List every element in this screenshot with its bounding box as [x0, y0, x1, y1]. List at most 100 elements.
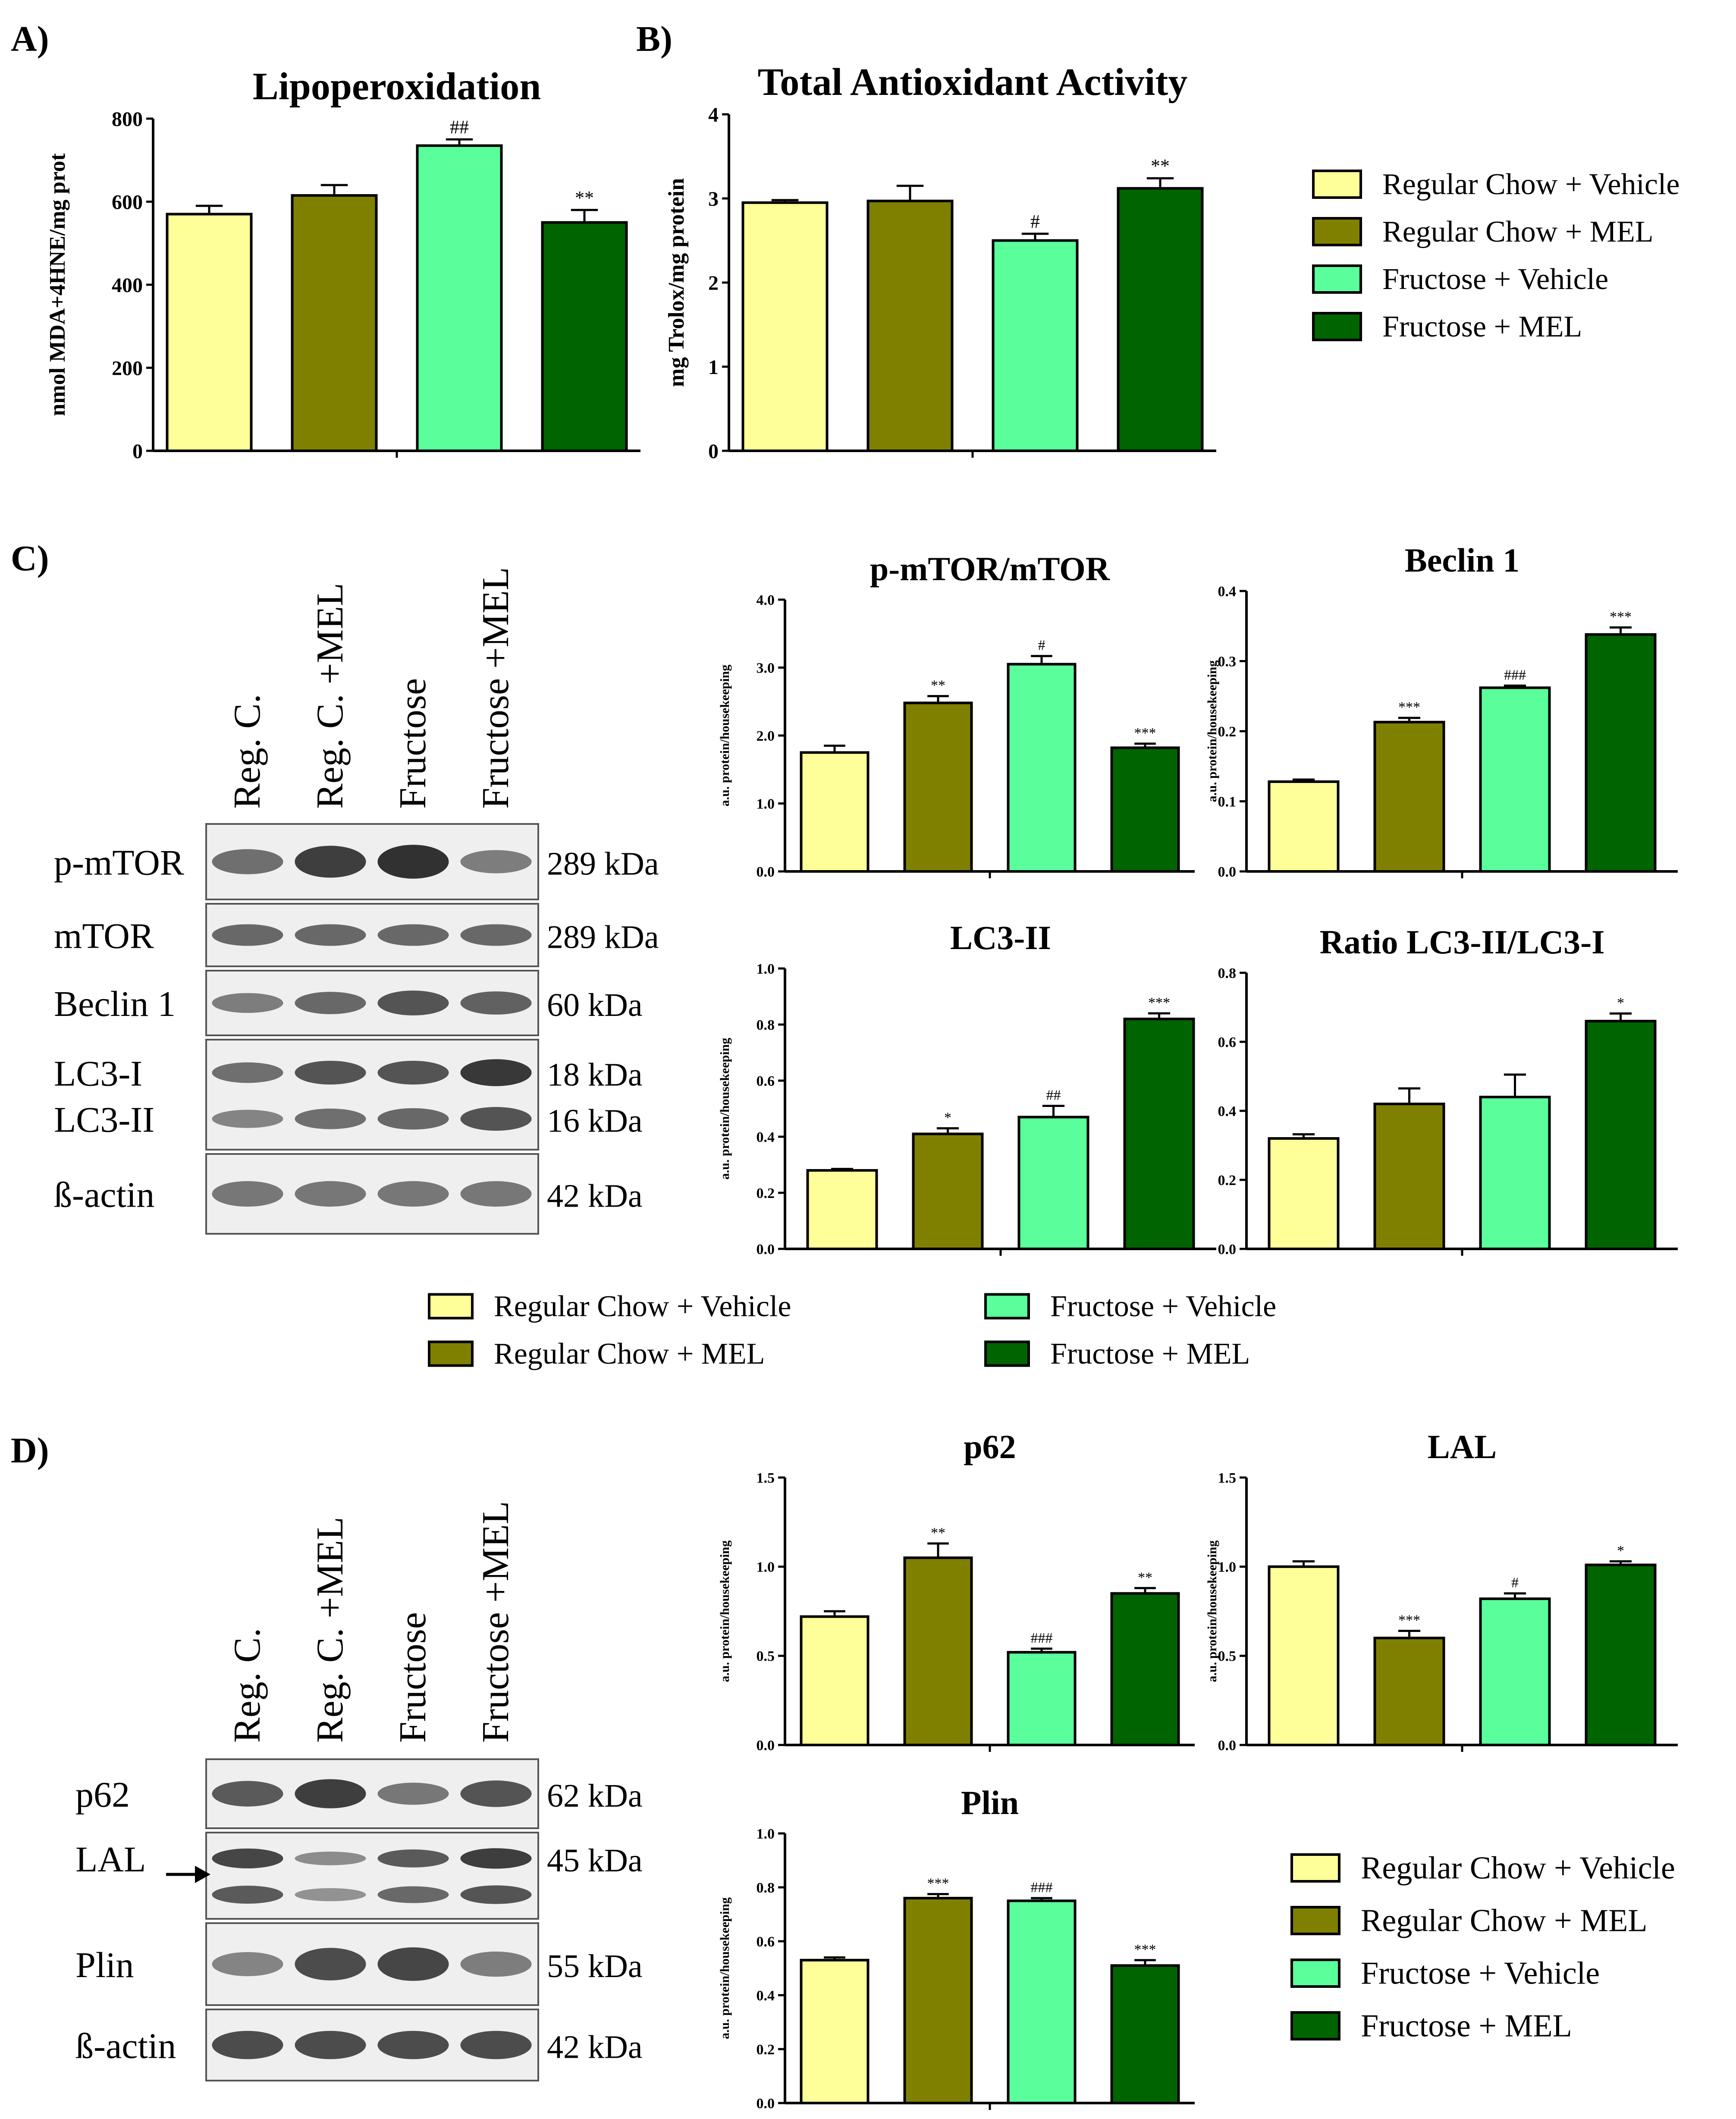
protein-label: LAL	[75, 1839, 146, 1880]
blot-band	[377, 924, 449, 946]
chart-title: Plin	[961, 1784, 1019, 1821]
chart-title: Ratio LC3-II/LC3-I	[1320, 923, 1605, 961]
bar	[291, 194, 378, 452]
bar	[1110, 1592, 1180, 1747]
y-tick-label: 200	[112, 357, 143, 380]
blot-band	[460, 2031, 532, 2059]
bar	[1585, 633, 1657, 873]
legend-label: Fructose + Vehicle	[1382, 263, 1608, 296]
legend-label: Regular Chow + Vehicle	[494, 1290, 791, 1323]
bar	[541, 221, 628, 452]
y-tick-label: 1	[708, 356, 719, 379]
bar	[866, 199, 954, 453]
western-blot-c: Reg. C. Reg. C. +MEL Fructose Fructose +MEL…	[54, 567, 659, 1235]
significance-label: ***	[1148, 995, 1170, 1011]
blot-band	[460, 1181, 532, 1207]
protein-label: ß-actin	[75, 2026, 176, 2066]
y-tick-label: 0.0	[1218, 864, 1237, 880]
y-tick-label: 0.2	[757, 2042, 775, 2058]
protein-label: Beclin 1	[54, 984, 176, 1024]
blot-strip	[205, 1832, 539, 1920]
y-tick-label: 0.6	[757, 1934, 775, 1950]
blot-band	[295, 1852, 366, 1865]
y-tick-label: 0.0	[757, 1242, 775, 1258]
y-axis-label: a.u. protein/housekeeping	[718, 1541, 732, 1682]
legend-swatch	[1290, 1853, 1340, 1883]
y-tick-label: 3	[708, 188, 719, 211]
bar	[800, 1615, 870, 1746]
bar	[800, 1959, 870, 2104]
blot-band	[460, 1059, 532, 1086]
significance-label: ***	[1134, 1942, 1156, 1958]
blot-band	[377, 1108, 449, 1130]
lane-label: Reg. C.	[226, 694, 268, 809]
blot-band	[460, 1107, 532, 1131]
y-tick-label: 0.4	[1218, 584, 1237, 600]
bar	[1017, 1116, 1089, 1250]
legend-swatch	[428, 1293, 474, 1320]
chart-p62: p62 0.0 0.5 1.0 1.5 a.u. protein/housekeeping…	[718, 1428, 1195, 1754]
significance-label: *	[1617, 995, 1624, 1011]
blot-band	[460, 1848, 532, 1869]
blot-band	[377, 1181, 449, 1207]
protein-label: p-mTOR	[54, 843, 184, 883]
y-tick-label: 0.4	[757, 1988, 775, 2004]
y-tick-label: 1.0	[757, 1826, 775, 1842]
bar	[1373, 1637, 1445, 1746]
chart-beclin-1: Beclin 1 0.0 0.1 0.2 0.3 0.4 a.u. protein/hous…	[1205, 541, 1678, 880]
bar	[1268, 1565, 1340, 1747]
legend-swatch	[1312, 312, 1362, 341]
y-tick-label: 0.4	[1218, 1104, 1237, 1119]
significance-label: #	[1511, 1575, 1519, 1591]
significance-label: ***	[1398, 699, 1420, 715]
significance-label: **	[1151, 155, 1170, 176]
y-axis-label: a.u. protein/housekeeping	[1205, 1541, 1219, 1682]
blot-band	[212, 1781, 283, 1807]
blot-band	[212, 993, 283, 1013]
chart-p-mtor-mtor: p-mTOR/mTOR 0.0 1.0 2.0 3.0 4.0 a.u. protein/h…	[718, 550, 1195, 880]
legend-middle: Regular Chow + Vehicle Regular Chow + MEL…	[428, 1290, 1276, 1371]
chart-title: Beclin 1	[1405, 541, 1520, 579]
protein-label: LC3-II	[54, 1100, 154, 1140]
legend-label: Fructose + Vehicle	[1361, 1956, 1600, 1991]
chart-title: Lipoperoxidation	[253, 65, 541, 108]
bar	[1479, 1597, 1551, 1746]
blot-band	[295, 1181, 366, 1207]
y-tick-label: 0.0	[1218, 1738, 1237, 1754]
molecular-weight-label: 55 kDa	[547, 1948, 643, 1984]
legend-swatch	[428, 1340, 474, 1367]
chart-lipoperoxidation: Lipoperoxidation 0 200 400 600 800 nmol MDA+4H…	[45, 65, 640, 463]
blot-band	[212, 1110, 283, 1128]
lane-label: Reg. C. +MEL	[309, 1517, 351, 1743]
chart-title: p-mTOR/mTOR	[870, 550, 1111, 588]
legend-top: Regular Chow + Vehicle Regular Chow + MEL…	[1312, 168, 1679, 343]
legend-label: Regular Chow + MEL	[494, 1337, 765, 1371]
blot-band	[212, 1952, 283, 1976]
panel-label-b: B)	[636, 19, 672, 59]
blot-band	[377, 1783, 449, 1805]
significance-label: ***	[1610, 609, 1632, 625]
bar	[1123, 1018, 1195, 1250]
y-axis-label: a.u. protein/housekeeping	[718, 665, 732, 807]
blot-band	[377, 2031, 449, 2059]
significance-label: #	[1038, 638, 1045, 654]
bar	[1268, 780, 1340, 873]
blot-band	[460, 850, 532, 874]
blot-band	[212, 1181, 283, 1207]
y-tick-label: 2	[708, 272, 719, 295]
lane-label: Reg. C.	[226, 1628, 268, 1743]
y-tick-label: 0.0	[757, 2096, 775, 2112]
bar	[1117, 187, 1204, 453]
bar	[1268, 1137, 1340, 1250]
legend-swatch	[984, 1340, 1030, 1367]
molecular-weight-label: 62 kDa	[547, 1778, 643, 1814]
bar	[903, 701, 973, 873]
molecular-weight-label: 289 kDa	[547, 846, 659, 882]
significance-label: *	[944, 1110, 951, 1126]
y-tick-label: 0.4	[757, 1129, 775, 1145]
bar	[166, 213, 253, 452]
blot-band	[212, 1062, 283, 1083]
y-tick-label: 1.5	[757, 1470, 775, 1486]
blot-band	[212, 2031, 283, 2059]
